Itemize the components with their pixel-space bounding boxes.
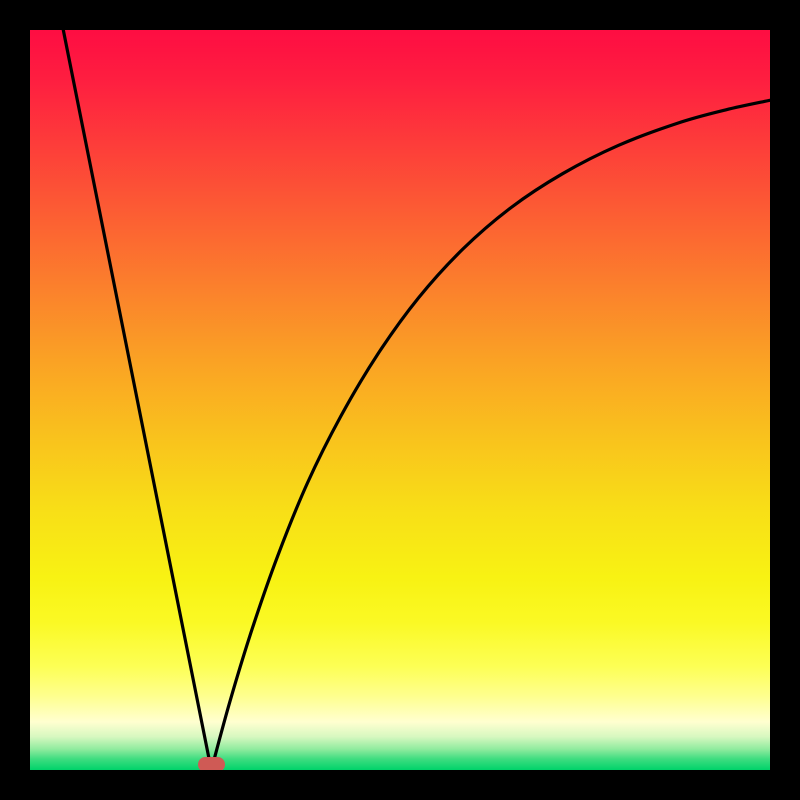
chart-root: TheBottleneck.com bbox=[0, 0, 800, 800]
plot-area bbox=[30, 30, 770, 770]
curve-path bbox=[63, 30, 770, 770]
bottleneck-curve bbox=[30, 30, 770, 770]
minimum-marker bbox=[198, 757, 225, 770]
